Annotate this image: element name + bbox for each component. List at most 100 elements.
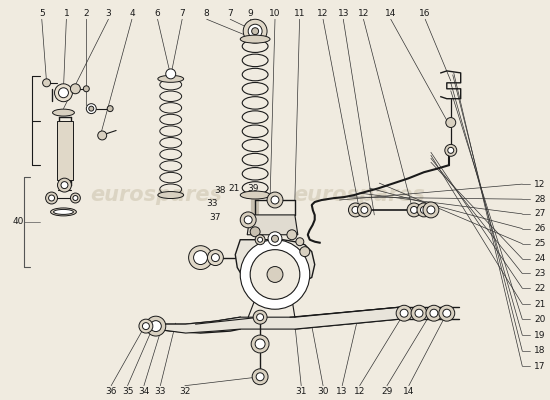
Circle shape <box>98 131 107 140</box>
Polygon shape <box>247 215 298 235</box>
Circle shape <box>417 203 431 217</box>
Ellipse shape <box>51 208 76 216</box>
Text: 9: 9 <box>248 9 254 18</box>
Text: 21: 21 <box>228 184 240 193</box>
Circle shape <box>48 195 54 201</box>
Circle shape <box>61 182 68 188</box>
Circle shape <box>84 86 89 92</box>
Text: 14: 14 <box>403 387 415 396</box>
Ellipse shape <box>240 35 270 43</box>
Text: 5: 5 <box>39 9 45 18</box>
Text: 38: 38 <box>214 186 226 194</box>
Circle shape <box>107 106 113 112</box>
Text: 33: 33 <box>155 387 166 396</box>
Circle shape <box>240 240 310 309</box>
Circle shape <box>146 316 166 336</box>
Circle shape <box>427 206 435 214</box>
Text: 17: 17 <box>534 362 546 370</box>
Circle shape <box>257 314 263 321</box>
Circle shape <box>73 196 78 200</box>
Circle shape <box>443 309 451 317</box>
Circle shape <box>194 251 207 264</box>
Circle shape <box>423 202 439 218</box>
Text: 24: 24 <box>534 254 546 263</box>
Text: 12: 12 <box>317 9 329 18</box>
Circle shape <box>43 79 51 87</box>
Text: 23: 23 <box>534 269 546 278</box>
Text: 40: 40 <box>12 217 24 226</box>
Circle shape <box>300 247 310 257</box>
Circle shape <box>415 309 423 317</box>
Circle shape <box>257 237 262 242</box>
Circle shape <box>267 192 283 208</box>
Circle shape <box>268 232 282 246</box>
Polygon shape <box>156 307 399 333</box>
Circle shape <box>400 309 408 317</box>
Circle shape <box>58 88 68 98</box>
Ellipse shape <box>53 210 73 214</box>
Text: 12: 12 <box>358 9 369 18</box>
Text: 4: 4 <box>129 9 135 18</box>
Text: 22: 22 <box>534 284 546 293</box>
Circle shape <box>407 203 421 217</box>
Circle shape <box>243 19 267 43</box>
Circle shape <box>253 310 267 324</box>
Circle shape <box>150 321 161 332</box>
Text: 12: 12 <box>534 180 546 189</box>
Circle shape <box>54 84 73 102</box>
Circle shape <box>287 230 297 240</box>
Circle shape <box>252 369 268 385</box>
Text: 11: 11 <box>294 9 305 18</box>
Circle shape <box>448 147 454 153</box>
Circle shape <box>252 28 258 35</box>
Circle shape <box>267 266 283 282</box>
Text: 29: 29 <box>381 387 393 396</box>
Circle shape <box>411 305 427 321</box>
Text: 14: 14 <box>385 9 397 18</box>
Circle shape <box>421 206 427 214</box>
Circle shape <box>86 104 96 114</box>
Text: 2: 2 <box>84 9 90 18</box>
Text: 39: 39 <box>248 184 259 193</box>
Text: 13: 13 <box>337 387 348 396</box>
Text: 19: 19 <box>534 330 546 340</box>
Circle shape <box>255 235 265 245</box>
Circle shape <box>352 206 359 214</box>
Text: 7: 7 <box>227 9 233 18</box>
Circle shape <box>244 216 252 224</box>
Circle shape <box>349 203 362 217</box>
Circle shape <box>70 84 80 94</box>
Ellipse shape <box>158 75 184 82</box>
Text: 7: 7 <box>179 9 185 18</box>
Text: 30: 30 <box>317 387 329 396</box>
Circle shape <box>189 246 212 270</box>
Circle shape <box>207 250 223 266</box>
Circle shape <box>58 178 72 192</box>
Polygon shape <box>235 240 315 287</box>
Text: 28: 28 <box>534 195 546 204</box>
Text: 16: 16 <box>420 9 431 18</box>
Ellipse shape <box>158 192 184 198</box>
Text: 13: 13 <box>338 9 349 18</box>
Text: 18: 18 <box>534 346 546 356</box>
Circle shape <box>70 193 80 203</box>
Circle shape <box>446 118 456 128</box>
Ellipse shape <box>53 109 74 116</box>
Text: 1: 1 <box>63 9 69 18</box>
Text: eurospares: eurospares <box>90 185 222 205</box>
Circle shape <box>410 206 417 214</box>
Text: eurospares: eurospares <box>294 185 425 205</box>
Circle shape <box>256 373 264 381</box>
Circle shape <box>445 144 456 156</box>
Text: 35: 35 <box>122 387 133 396</box>
Text: 21: 21 <box>534 300 546 308</box>
Circle shape <box>426 305 442 321</box>
Circle shape <box>430 309 438 317</box>
Circle shape <box>296 238 304 246</box>
Text: 32: 32 <box>179 387 190 396</box>
Circle shape <box>139 319 153 333</box>
Text: 31: 31 <box>295 387 307 396</box>
Circle shape <box>251 335 269 353</box>
Circle shape <box>361 206 368 214</box>
Text: 36: 36 <box>106 387 117 396</box>
